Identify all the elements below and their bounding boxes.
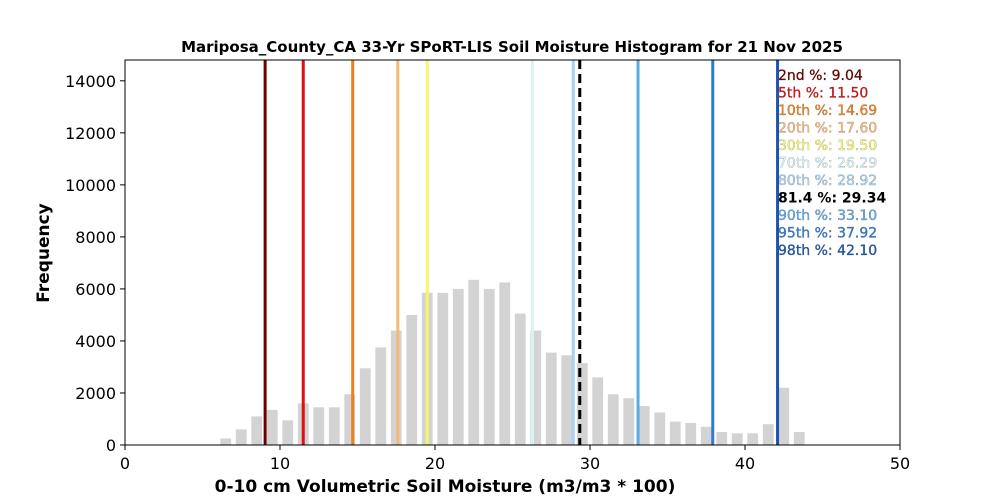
histogram-bar <box>623 398 635 445</box>
x-axis-label: 0-10 cm Volumetric Soil Moisture (m3/m3 … <box>215 477 676 497</box>
histogram-bar <box>685 422 697 445</box>
percentile-label: 10th %: 14.69 <box>778 103 877 119</box>
histogram-bar <box>375 347 387 445</box>
percentile-label: 20th %: 17.60 <box>778 121 877 137</box>
y-tick-label: 4000 <box>75 332 116 351</box>
bars-layer <box>220 279 805 445</box>
histogram-bar <box>266 409 278 445</box>
x-axis-ticks: 0 10 20 30 40 50 <box>120 445 910 473</box>
y-tick-label: 2000 <box>75 384 116 403</box>
y-tick-label: 10000 <box>65 176 116 195</box>
histogram-bar <box>638 405 650 445</box>
histogram-bar <box>452 288 464 445</box>
histogram-bar <box>483 288 495 445</box>
histogram-bar <box>313 407 325 445</box>
y-tick-label: 8000 <box>75 228 116 247</box>
histogram-bar <box>235 429 247 445</box>
histogram-bar <box>437 292 449 445</box>
y-tick-label: 0 <box>106 436 116 455</box>
percentile-label: 30th %: 19.50 <box>778 138 877 154</box>
histogram-bar <box>607 394 619 445</box>
histogram-bar <box>778 387 790 445</box>
percentile-label: 5th %: 11.50 <box>778 86 868 102</box>
x-tick-label: 30 <box>580 454 600 473</box>
percentile-label: 95th %: 37.92 <box>778 226 877 242</box>
histogram-bar <box>390 330 402 445</box>
x-tick-label: 0 <box>120 454 130 473</box>
histogram-bar <box>669 421 681 445</box>
percentile-label: 81.4 %: 29.34 <box>778 191 886 207</box>
histogram-bar <box>762 424 774 445</box>
chart-title: Mariposa_County_CA 33-Yr SPoRT-LIS Soil … <box>181 38 843 56</box>
percentile-label: 2nd %: 9.04 <box>778 68 863 84</box>
histogram-bar <box>514 313 526 445</box>
histogram-bar <box>561 355 573 445</box>
histogram-bar <box>530 330 542 445</box>
histogram-bar <box>747 433 759 445</box>
histogram-bar <box>282 420 294 445</box>
histogram-bar <box>576 363 588 445</box>
histogram-bar <box>328 407 340 445</box>
histogram-bar <box>251 416 263 445</box>
histogram-bar <box>731 433 743 445</box>
histogram-bar <box>545 352 557 445</box>
y-tick-label: 14000 <box>65 72 116 91</box>
x-tick-label: 50 <box>890 454 910 473</box>
y-axis-label: Frequency <box>34 203 54 303</box>
percentile-lines-layer <box>263 60 780 445</box>
histogram-bar <box>592 377 604 445</box>
percentile-label: 80th %: 28.92 <box>778 173 877 189</box>
histogram-bar <box>654 412 666 445</box>
histogram-bar <box>468 279 480 445</box>
histogram-bar <box>716 431 728 445</box>
percentile-label: 70th %: 26.29 <box>778 156 877 172</box>
histogram-bar <box>406 314 418 445</box>
histogram-bar <box>359 368 371 445</box>
x-tick-label: 40 <box>735 454 755 473</box>
histogram-bar <box>793 431 805 445</box>
x-tick-label: 10 <box>270 454 290 473</box>
percentile-label: 98th %: 42.10 <box>778 243 877 259</box>
y-tick-label: 6000 <box>75 280 116 299</box>
y-axis-ticks: 0 2000 4000 6000 8000 10000 12000 14000 <box>65 72 125 455</box>
histogram-bar <box>700 426 712 445</box>
histogram-bar <box>499 282 511 445</box>
histogram-bar <box>344 394 356 445</box>
y-tick-label: 12000 <box>65 124 116 143</box>
percentile-label: 90th %: 33.10 <box>778 208 877 224</box>
histogram-bar <box>220 438 232 445</box>
plot-frame <box>124 59 901 446</box>
x-tick-label: 20 <box>425 454 445 473</box>
